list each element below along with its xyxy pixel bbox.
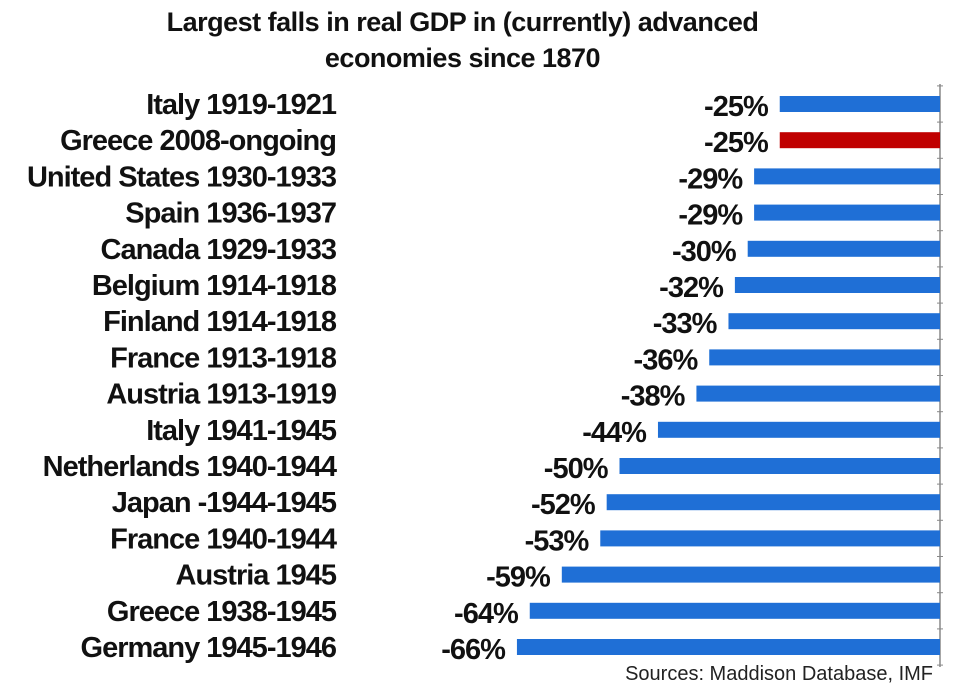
chart-title-line-2: economies since 1870 [324, 43, 601, 73]
bar [600, 530, 940, 547]
bar [696, 385, 940, 402]
category-label: Belgium 1914-1918 [92, 270, 337, 302]
bar [734, 277, 940, 293]
data-label: -66% [441, 634, 506, 666]
category-label: Italy 1919-1921 [146, 89, 337, 121]
bar [619, 458, 940, 474]
category-label: Greece 2008-ongoing [60, 125, 336, 157]
bar [606, 494, 940, 511]
bar [561, 566, 940, 583]
data-label: -29% [678, 200, 743, 232]
chart-title-line-1: Largest falls in real GDP in (currently)… [166, 7, 759, 37]
bar [747, 240, 940, 257]
bar [516, 639, 940, 655]
data-label: -53% [525, 525, 590, 557]
category-label: Canada 1929-1933 [101, 234, 337, 266]
category-label: United States 1930-1933 [27, 161, 337, 193]
data-label: -50% [544, 453, 609, 485]
bar [728, 313, 940, 330]
bar [779, 96, 940, 112]
data-label: -30% [672, 236, 737, 268]
data-label: -44% [582, 417, 647, 449]
category-label: Finland 1914-1918 [103, 306, 337, 338]
data-label: -29% [678, 163, 743, 195]
data-label: -64% [454, 598, 519, 630]
bar [779, 132, 940, 149]
category-label: Japan -1944-1945 [112, 487, 337, 519]
data-label: -38% [621, 381, 686, 413]
bar [754, 168, 940, 185]
data-label: -25% [704, 91, 769, 123]
data-label: -52% [531, 489, 596, 521]
category-label: Spain 1936-1937 [125, 198, 336, 230]
bar [709, 349, 940, 366]
bar [754, 204, 940, 221]
data-label: -36% [634, 344, 699, 376]
chart-title: Largest falls in real GDP in (currently)… [0, 4, 925, 76]
data-label: -33% [653, 308, 718, 340]
category-label: Germany 1945-1946 [81, 632, 337, 664]
bar [529, 602, 940, 619]
bar [657, 421, 940, 438]
category-label: Austria 1945 [176, 560, 337, 592]
source-note: Sources: Maddison Database, IMF [625, 663, 933, 685]
category-label: Greece 1938-1945 [107, 596, 337, 628]
category-label: France 1913-1918 [110, 342, 337, 374]
category-label: Italy 1941-1945 [146, 415, 337, 447]
data-label: -32% [659, 272, 724, 304]
data-label: -59% [486, 562, 551, 594]
category-label: Austria 1913-1919 [106, 379, 337, 411]
category-label: Netherlands 1940-1944 [43, 451, 337, 483]
category-label: France 1940-1944 [110, 523, 337, 555]
data-label: -25% [704, 127, 769, 159]
